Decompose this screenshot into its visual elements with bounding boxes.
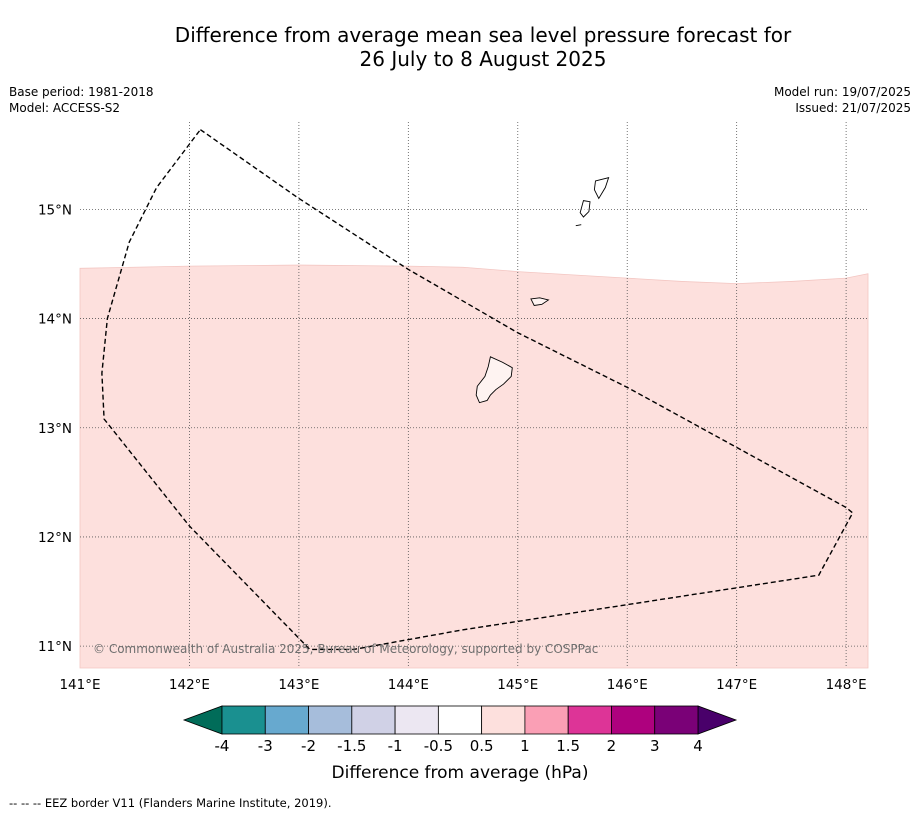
copyright-text: © Commonwealth of Australia 2025, Bureau…	[93, 642, 598, 656]
lon-tick-label: 146°E	[607, 677, 648, 693]
colorbar-bin	[264, 705, 309, 735]
colorbar-bin	[221, 705, 266, 735]
colorbar-bin	[394, 705, 439, 735]
title-line-2: 26 July to 8 August 2025	[359, 47, 607, 71]
eez-footnote: -- -- -- EEZ border V11 (Flanders Marine…	[9, 796, 332, 810]
lat-tick-label: 13°N	[38, 421, 72, 437]
lat-tick-label: 15°N	[38, 202, 72, 218]
issued-date: Issued: 21/07/2025	[795, 101, 911, 115]
colorbar-tick-label: -2	[301, 737, 316, 755]
island-rota	[530, 297, 550, 306]
colorbar-bin	[567, 705, 612, 735]
model-run: Model run: 19/07/2025	[773, 85, 911, 99]
lon-tick-label: 143°E	[278, 677, 319, 693]
island-aguijan	[575, 224, 582, 227]
lon-tick-label: 142°E	[169, 677, 210, 693]
eez-border	[101, 129, 854, 651]
lon-tick-label: 147°E	[716, 677, 757, 693]
model-name: Model: ACCESS-S2	[9, 101, 121, 115]
title-line-1: Difference from average mean sea level p…	[174, 23, 792, 47]
map-area: 141°E 142°E 143°E 144°E 145°E 146°E 147°E 148°E…	[38, 122, 869, 693]
base-period: Base period: 1981-2018	[9, 85, 154, 99]
colorbar-bin	[611, 705, 656, 735]
anomaly-region	[79, 264, 869, 669]
lon-tick-label: 144°E	[388, 677, 429, 693]
colorbar-overflow	[697, 705, 738, 735]
colorbar-tick-label: -3	[258, 737, 273, 755]
colorbar-tick-label: -4	[215, 737, 230, 755]
lat-tick-label: 11°N	[38, 639, 72, 655]
colorbar-tick-label: 3	[650, 737, 660, 755]
colorbar-label: Difference from average (hPa)	[332, 763, 589, 783]
colorbar-tick-label: 0.5	[470, 737, 494, 755]
lon-tick-label: 141°E	[59, 677, 100, 693]
colorbar-bin	[308, 705, 353, 735]
colorbar-tick-label: 2	[607, 737, 617, 755]
lat-tick-label: 14°N	[38, 312, 72, 328]
colorbar-underflow	[182, 705, 223, 735]
island-guam	[475, 356, 513, 404]
colorbar-tick-label: 1	[520, 737, 530, 755]
colorbar-bin	[481, 705, 526, 735]
colorbar-bin	[654, 705, 699, 735]
colorbar-bin	[351, 705, 396, 735]
colorbar-bin	[437, 705, 483, 735]
colorbar-tick-label: -1.5	[337, 737, 366, 755]
lon-tick-label: 145°E	[497, 677, 538, 693]
colorbar: -4 -3 -2 -1.5 -1 -0.5 0.5 1 1.5 2 3 4 Difference fro…	[182, 705, 738, 783]
island-saipan	[593, 177, 610, 200]
colorbar-tick-label: 4	[693, 737, 703, 755]
lat-tick-label: 12°N	[38, 530, 72, 546]
lon-tick-label: 148°E	[826, 677, 867, 693]
colorbar-tick-label: -1	[388, 737, 403, 755]
colorbar-bin	[524, 705, 569, 735]
island-tinian	[579, 200, 591, 218]
colorbar-tick-label: 1.5	[556, 737, 580, 755]
colorbar-tick-label: -0.5	[424, 737, 453, 755]
